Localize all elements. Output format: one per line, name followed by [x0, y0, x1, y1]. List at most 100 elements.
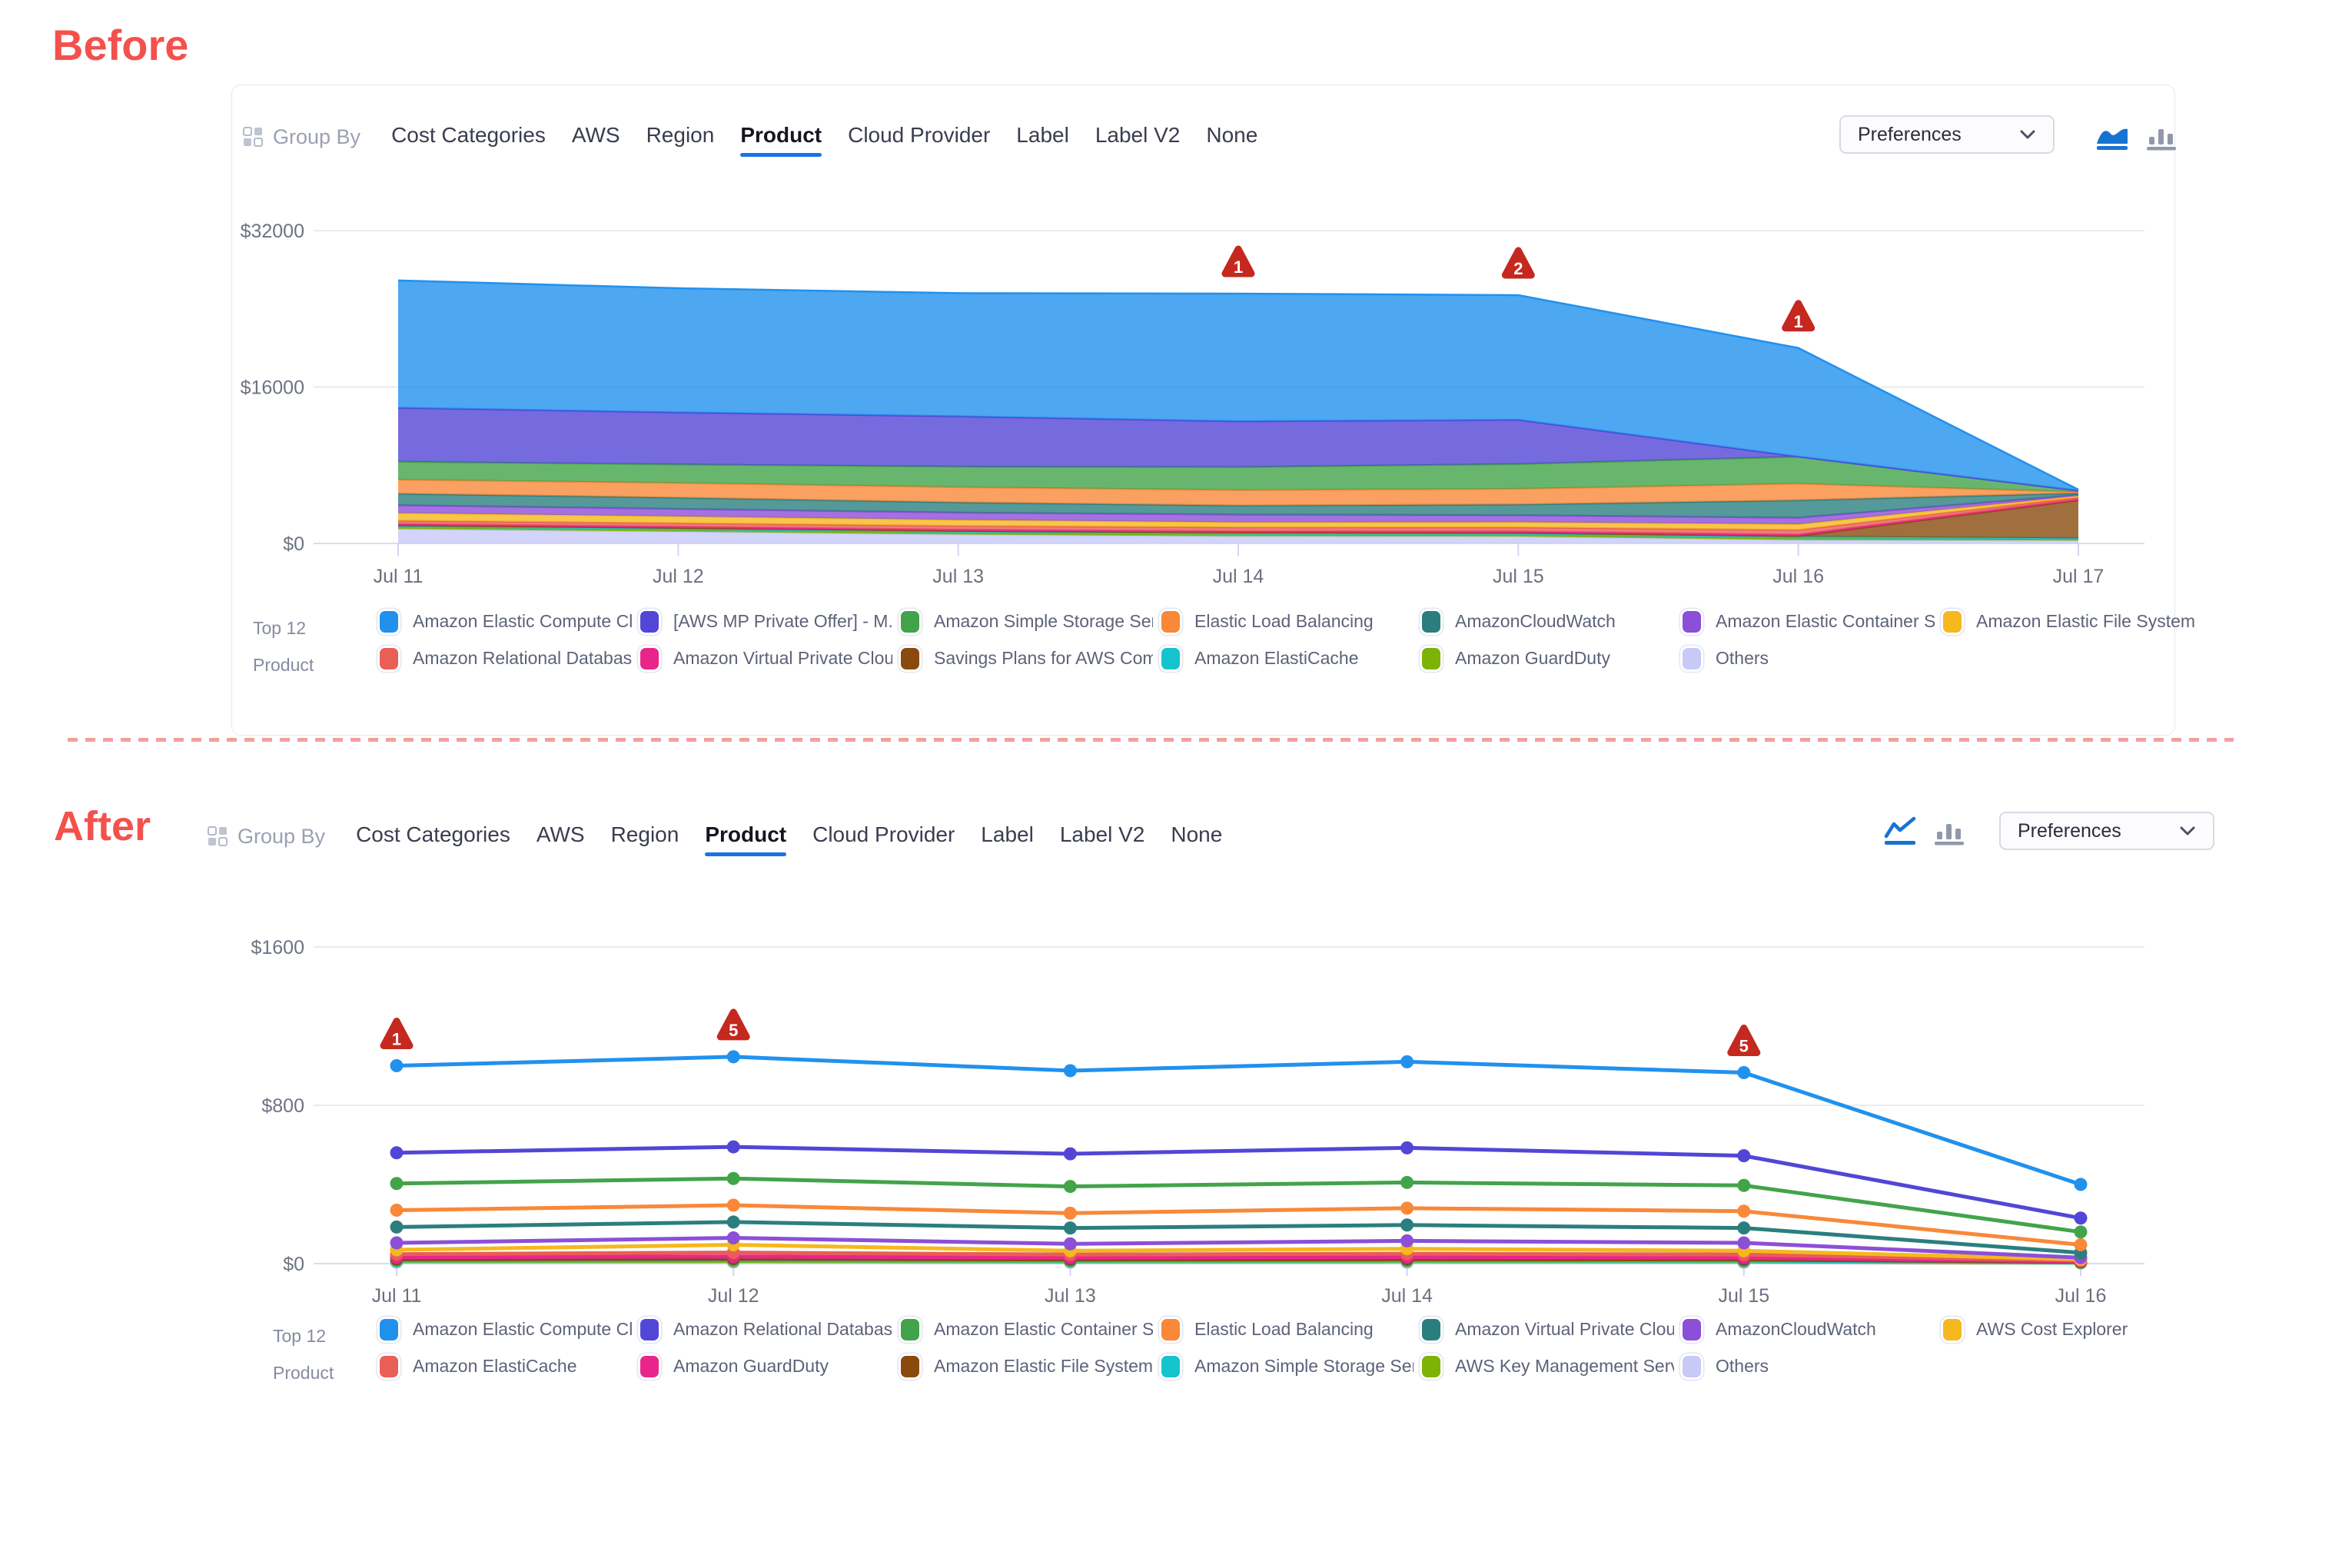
data-point	[390, 1220, 404, 1234]
before-preferences-dropdown[interactable]: Preferences	[1839, 115, 2055, 154]
after-legend-item-amazon-elasticache[interactable]: Amazon ElastiCache	[380, 1354, 640, 1379]
after-chart-type-toggle	[1882, 815, 1968, 850]
before-tab-cloud-provider[interactable]: Cloud Provider	[848, 123, 991, 147]
legend-item-label: Amazon Elastic Container S...	[934, 1319, 1153, 1339]
before-legend-item-amazon-guardduty[interactable]: Amazon GuardDuty	[1422, 646, 1683, 671]
data-point	[390, 1146, 404, 1160]
after-legend-item-amazon-simple-storage-ser[interactable]: Amazon Simple Storage Ser...	[1161, 1354, 1422, 1379]
after-legend-item-amazon-relational-databas[interactable]: Amazon Relational Databas...	[640, 1317, 901, 1342]
warning-marker[interactable]: 2	[1501, 247, 1535, 279]
before-legend-item-aws-mp-private-offer-m[interactable]: [AWS MP Private Offer] - M...	[640, 609, 901, 634]
before-toolbar: Group By Cost Categories AWS Region Product C…	[242, 117, 1257, 157]
before-area-chart: $32000 $16000 $0 Jul 11 Jul 12 Jul 13 Jul 14 Ju…	[241, 221, 2144, 587]
legend-item-label: Elastic Load Balancing	[1194, 611, 1374, 631]
before-tab-region[interactable]: Region	[646, 123, 715, 147]
warning-marker[interactable]: 1	[1782, 300, 1815, 332]
before-legend-item-amazon-virtual-private-cloud[interactable]: Amazon Virtual Private Cloud	[640, 646, 901, 671]
x-axis-tick-label: Jul 13	[932, 566, 984, 587]
legend-swatch-icon	[1683, 647, 1701, 669]
before-tab-product[interactable]: Product	[740, 123, 822, 157]
line-chart-icon[interactable]	[1882, 815, 1918, 850]
after-legend-item-others[interactable]: Others	[1683, 1354, 1943, 1379]
warning-count: 1	[1794, 312, 1803, 331]
data-point	[1400, 1218, 1414, 1232]
x-axis-tick-label: Jul 11	[372, 1285, 422, 1307]
data-point	[726, 1171, 740, 1185]
before-legend-item-amazon-elastic-compute-cl[interactable]: Amazon Elastic Compute Cl...	[380, 609, 640, 634]
legend-item-label: Amazon Virtual Private Cloud	[1455, 1319, 1674, 1339]
before-legend-item-amazon-relational-databas[interactable]: Amazon Relational Databas...	[380, 646, 640, 671]
data-point	[1737, 1178, 1751, 1192]
bar-chart-icon[interactable]	[2143, 120, 2180, 155]
line-series-amazon-virtual-private-cloud	[394, 1220, 2083, 1255]
after-tab-label-v2[interactable]: Label V2	[1059, 822, 1145, 846]
before-legend-item-amazon-elasticache[interactable]: Amazon ElastiCache	[1161, 646, 1422, 671]
before-legend-item-amazoncloudwatch[interactable]: AmazonCloudWatch	[1422, 609, 1683, 634]
legend-swatch-icon	[901, 647, 919, 669]
after-legend-item-amazon-elastic-compute-cl[interactable]: Amazon Elastic Compute Cl...	[380, 1317, 640, 1342]
data-point	[726, 1050, 740, 1064]
legend-item-label: Amazon Elastic File System	[1976, 611, 2195, 631]
before-tab-aws[interactable]: AWS	[571, 123, 620, 147]
y-axis-tick-label: $0	[283, 1254, 304, 1275]
bar-chart-icon[interactable]	[1931, 815, 1968, 850]
after-legend-item-elastic-load-balancing[interactable]: Elastic Load Balancing	[1161, 1317, 1422, 1342]
before-legend-item-amazon-simple-storage-ser[interactable]: Amazon Simple Storage Ser...	[901, 609, 1161, 634]
before-legend-item-others[interactable]: Others	[1683, 646, 1943, 671]
legend-title-line1: Top 12	[253, 618, 307, 638]
after-legend-item-amazoncloudwatch[interactable]: AmazonCloudWatch	[1683, 1317, 1943, 1342]
x-axis-tick-label: Jul 17	[2053, 566, 2105, 587]
after-legend-item-amazon-virtual-private-cloud[interactable]: Amazon Virtual Private Cloud	[1422, 1317, 1683, 1342]
before-legend-item-elastic-load-balancing[interactable]: Elastic Load Balancing	[1161, 609, 1422, 634]
after-tab-label[interactable]: Label	[981, 822, 1034, 846]
warning-marker[interactable]: 1	[1221, 245, 1255, 277]
after-legend-title: Top 12 Product	[273, 1317, 334, 1391]
legend-swatch-icon	[1683, 610, 1701, 633]
legend-swatch-icon	[1422, 1355, 1440, 1377]
legend-swatch-icon	[1161, 1355, 1180, 1377]
x-axis-tick-label: Jul 14	[1381, 1285, 1433, 1307]
group-by-grid-icon	[208, 826, 228, 846]
warning-marker[interactable]: 1	[380, 1018, 414, 1049]
after-tab-cost-categories[interactable]: Cost Categories	[356, 822, 510, 846]
data-point	[1737, 1236, 1751, 1250]
after-legend-item-amazon-elastic-container-s[interactable]: Amazon Elastic Container S...	[901, 1317, 1161, 1342]
legend-swatch-icon	[380, 647, 398, 669]
after-tab-aws[interactable]: AWS	[536, 822, 585, 846]
data-point	[1400, 1175, 1414, 1189]
warning-marker[interactable]: 5	[1727, 1025, 1761, 1057]
after-preferences-dropdown[interactable]: Preferences	[1999, 812, 2214, 850]
data-point	[1400, 1141, 1414, 1154]
preferences-label: Preferences	[1858, 123, 1962, 145]
area-series-amazon-elastic-file-system	[398, 496, 2078, 530]
warning-marker[interactable]: 5	[716, 1008, 750, 1041]
after-legend-item-amazon-guardduty[interactable]: Amazon GuardDuty	[640, 1354, 901, 1379]
before-legend-item-savings-plans-for-aws-com[interactable]: Savings Plans for AWS Com...	[901, 646, 1161, 671]
after-legend-item-aws-cost-explorer[interactable]: AWS Cost Explorer	[1943, 1317, 2204, 1342]
after-tab-region[interactable]: Region	[610, 822, 679, 846]
area-series-amazon-elastic-compute-cl	[398, 280, 2078, 491]
legend-swatch-icon	[1161, 647, 1180, 669]
before-legend-item-amazon-elastic-container-s[interactable]: Amazon Elastic Container S...	[1683, 609, 1943, 634]
data-point	[726, 1231, 740, 1245]
legend-item-label: Amazon Elastic Compute Cl...	[413, 1319, 632, 1339]
x-axis-tick-label: Jul 13	[1045, 1285, 1096, 1307]
warning-count: 5	[1739, 1037, 1749, 1056]
after-legend-item-amazon-elastic-file-system[interactable]: Amazon Elastic File System	[901, 1354, 1161, 1379]
before-tab-cost-categories[interactable]: Cost Categories	[391, 123, 546, 147]
after-tab-cloud-provider[interactable]: Cloud Provider	[812, 822, 955, 846]
legend-item-label: Amazon Elastic Compute Cl...	[413, 611, 632, 631]
after-tab-product[interactable]: Product	[705, 822, 786, 856]
before-tab-label[interactable]: Label	[1016, 123, 1069, 147]
data-point	[1737, 1149, 1751, 1163]
legend-item-label: AmazonCloudWatch	[1455, 611, 1616, 631]
legend-swatch-icon	[901, 1318, 919, 1340]
before-tab-none[interactable]: None	[1206, 123, 1258, 147]
after-legend-item-aws-key-management-serv[interactable]: AWS Key Management Serv...	[1422, 1354, 1683, 1379]
after-tab-none[interactable]: None	[1171, 822, 1223, 846]
data-point	[1737, 1066, 1751, 1080]
legend-swatch-icon	[1161, 1318, 1180, 1340]
area-chart-icon[interactable]	[2094, 120, 2131, 155]
before-legend-item-amazon-elastic-file-system[interactable]: Amazon Elastic File System	[1943, 609, 2204, 634]
before-tab-label-v2[interactable]: Label V2	[1095, 123, 1181, 147]
